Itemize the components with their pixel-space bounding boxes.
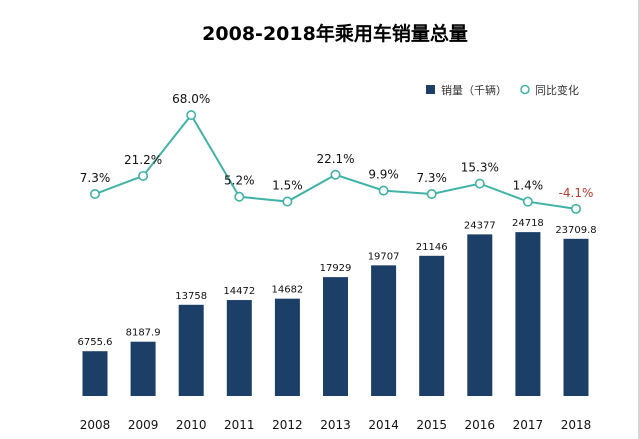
x-tick-2015: 2015: [416, 418, 447, 432]
bar-label-2014: 19707: [368, 251, 400, 262]
chart-title: 2008-2018年乘用车销量总量: [202, 22, 468, 45]
yoy-point-2011: [234, 191, 245, 202]
yoy-label-2013: 22.1%: [316, 152, 354, 166]
yoy-label-2008: 7.3%: [80, 171, 111, 185]
yoy-point-2017: [522, 196, 533, 207]
yoy-point-2008: [90, 189, 101, 200]
bar-2018: [563, 238, 589, 396]
bar-2012: [274, 298, 300, 396]
yoy-point-2013: [330, 169, 341, 180]
yoy-label-2015: 7.3%: [416, 171, 447, 185]
legend: 销量（千辆） 同比变化: [426, 83, 579, 97]
bar-label-2015: 21146: [416, 242, 448, 253]
yoy-label-2014: 9.9%: [368, 168, 399, 182]
bar-label-2010: 13758: [175, 291, 207, 302]
x-tick-2008: 2008: [80, 418, 111, 432]
yoy-label-2009: 21.2%: [124, 153, 162, 167]
yoy-label-2016: 15.3%: [461, 161, 499, 175]
bar-2015: [419, 255, 445, 396]
frame-border: [638, 0, 640, 439]
x-tick-2017: 2017: [513, 418, 544, 432]
bar-label-2017: 24718: [512, 218, 544, 229]
yoy-label-2010: 68.0%: [172, 92, 210, 106]
x-tick-2018: 2018: [561, 418, 592, 432]
yoy-point-2014: [378, 185, 389, 196]
yoy-label-2017: 1.4%: [513, 179, 544, 193]
bar-2014: [371, 265, 397, 396]
bar-2017: [515, 232, 541, 396]
yoy-point-2009: [138, 170, 149, 181]
bar-2016: [467, 234, 493, 396]
yoy-label-2012: 1.5%: [272, 179, 303, 193]
yoy-label-2011: 5.2%: [224, 174, 255, 188]
legend-label-sales: 销量（千辆）: [441, 83, 507, 97]
bar-label-2013: 17929: [320, 263, 352, 274]
yoy-label-2018: -4.1%: [559, 186, 594, 200]
bar-label-2009: 8187.9: [126, 328, 161, 339]
yoy-point-2015: [426, 189, 437, 200]
legend-label-yoy: 同比变化: [535, 83, 579, 97]
bar-2009: [130, 341, 156, 396]
x-tick-2012: 2012: [272, 418, 303, 432]
yoy-point-2012: [282, 196, 293, 207]
bar-2010: [178, 304, 204, 396]
x-tick-2009: 2009: [128, 418, 159, 432]
x-axis-ticks: 2008 2009 2010 2011 2012 2013 2014 2015 2016 2017…: [80, 418, 592, 432]
bar-label-2011: 14472: [223, 286, 255, 297]
bar-label-2012: 14682: [271, 285, 303, 296]
bars: [82, 232, 589, 396]
yoy-labels: 7.3% 21.2% 68.0% 5.2% 1.5% 22.1% 9.9% 7.3% 15.3%…: [80, 92, 594, 200]
bar-label-2008: 6755.6: [78, 337, 113, 348]
bar-label-2016: 24377: [464, 220, 496, 231]
yoy-point-2010: [186, 110, 197, 121]
x-tick-2013: 2013: [320, 418, 351, 432]
legend-marker-yoy: [520, 84, 530, 95]
legend-swatch-sales: [426, 85, 435, 94]
bar-2013: [323, 277, 348, 396]
x-tick-2011: 2011: [224, 418, 255, 432]
bar-labels: 6755.6 8187.9 13758 14472 14682 17929 19707 211…: [78, 218, 597, 348]
x-tick-2010: 2010: [176, 418, 207, 432]
bar-label-2018: 23709.8: [555, 225, 596, 236]
x-tick-2014: 2014: [368, 418, 399, 432]
bar-2011: [226, 300, 252, 396]
x-tick-2016: 2016: [465, 418, 496, 432]
bar-2008: [82, 351, 108, 396]
yoy-markers: [90, 110, 581, 214]
yoy-point-2018: [570, 203, 581, 214]
yoy-point-2016: [474, 178, 485, 189]
